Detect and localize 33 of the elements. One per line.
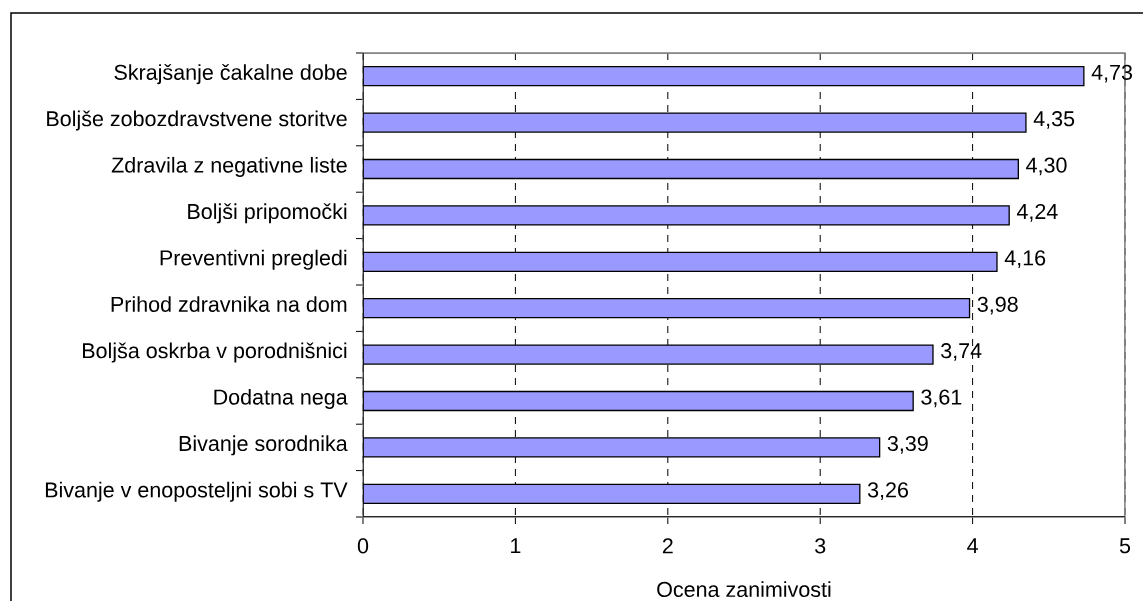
y-tick-label: Bivanje v enoposteljni sobi s TV [45, 481, 348, 502]
y-tick-label: Prihod zdravnika na dom [111, 296, 347, 312]
data-label: 4,30 [1026, 157, 1067, 176]
data-label: 4,16 [1004, 250, 1046, 269]
x-tick-label: 1 [511, 538, 521, 554]
data-label: 3,74 [941, 343, 982, 361]
y-tick-label: Zdravila z negativne liste [111, 156, 347, 177]
data-label: 3,61 [921, 389, 962, 408]
x-tick-label: 3 [815, 538, 826, 554]
y-tick-label: Dodatna nega [214, 388, 348, 409]
bar [363, 251, 998, 272]
y-tick-label: Boljše zobozdravstvene storitve [47, 110, 347, 131]
bar [363, 298, 971, 319]
y-tick-label: Skrajšanje čakalne dobe [114, 64, 347, 85]
y-tick-label: Bivanje sorodnika [179, 435, 348, 456]
bar [363, 158, 1019, 180]
y-tick-label: Preventivni pregledi [160, 249, 347, 270]
bar [363, 483, 861, 504]
data-label: 4,73 [1091, 64, 1133, 83]
x-axis-title: Ocena zanimivosti [657, 581, 831, 598]
data-label: 4,24 [1016, 203, 1058, 222]
x-tick-label: 0 [357, 538, 369, 554]
bar [363, 66, 1085, 87]
data-label: 3,26 [867, 482, 908, 501]
y-tick-label: Boljša oskrba v porodnišnici [83, 342, 347, 363]
y-tick-label: Boljši pripomočki [188, 203, 347, 224]
x-tick-label: 5 [1119, 538, 1131, 554]
bar [363, 390, 914, 412]
x-tick-label: 2 [662, 538, 673, 554]
data-label: 3,39 [887, 435, 928, 454]
data-label: 3,98 [977, 296, 1018, 315]
data-label: 4,35 [1033, 111, 1075, 129]
x-tick-label: 4 [967, 538, 978, 554]
